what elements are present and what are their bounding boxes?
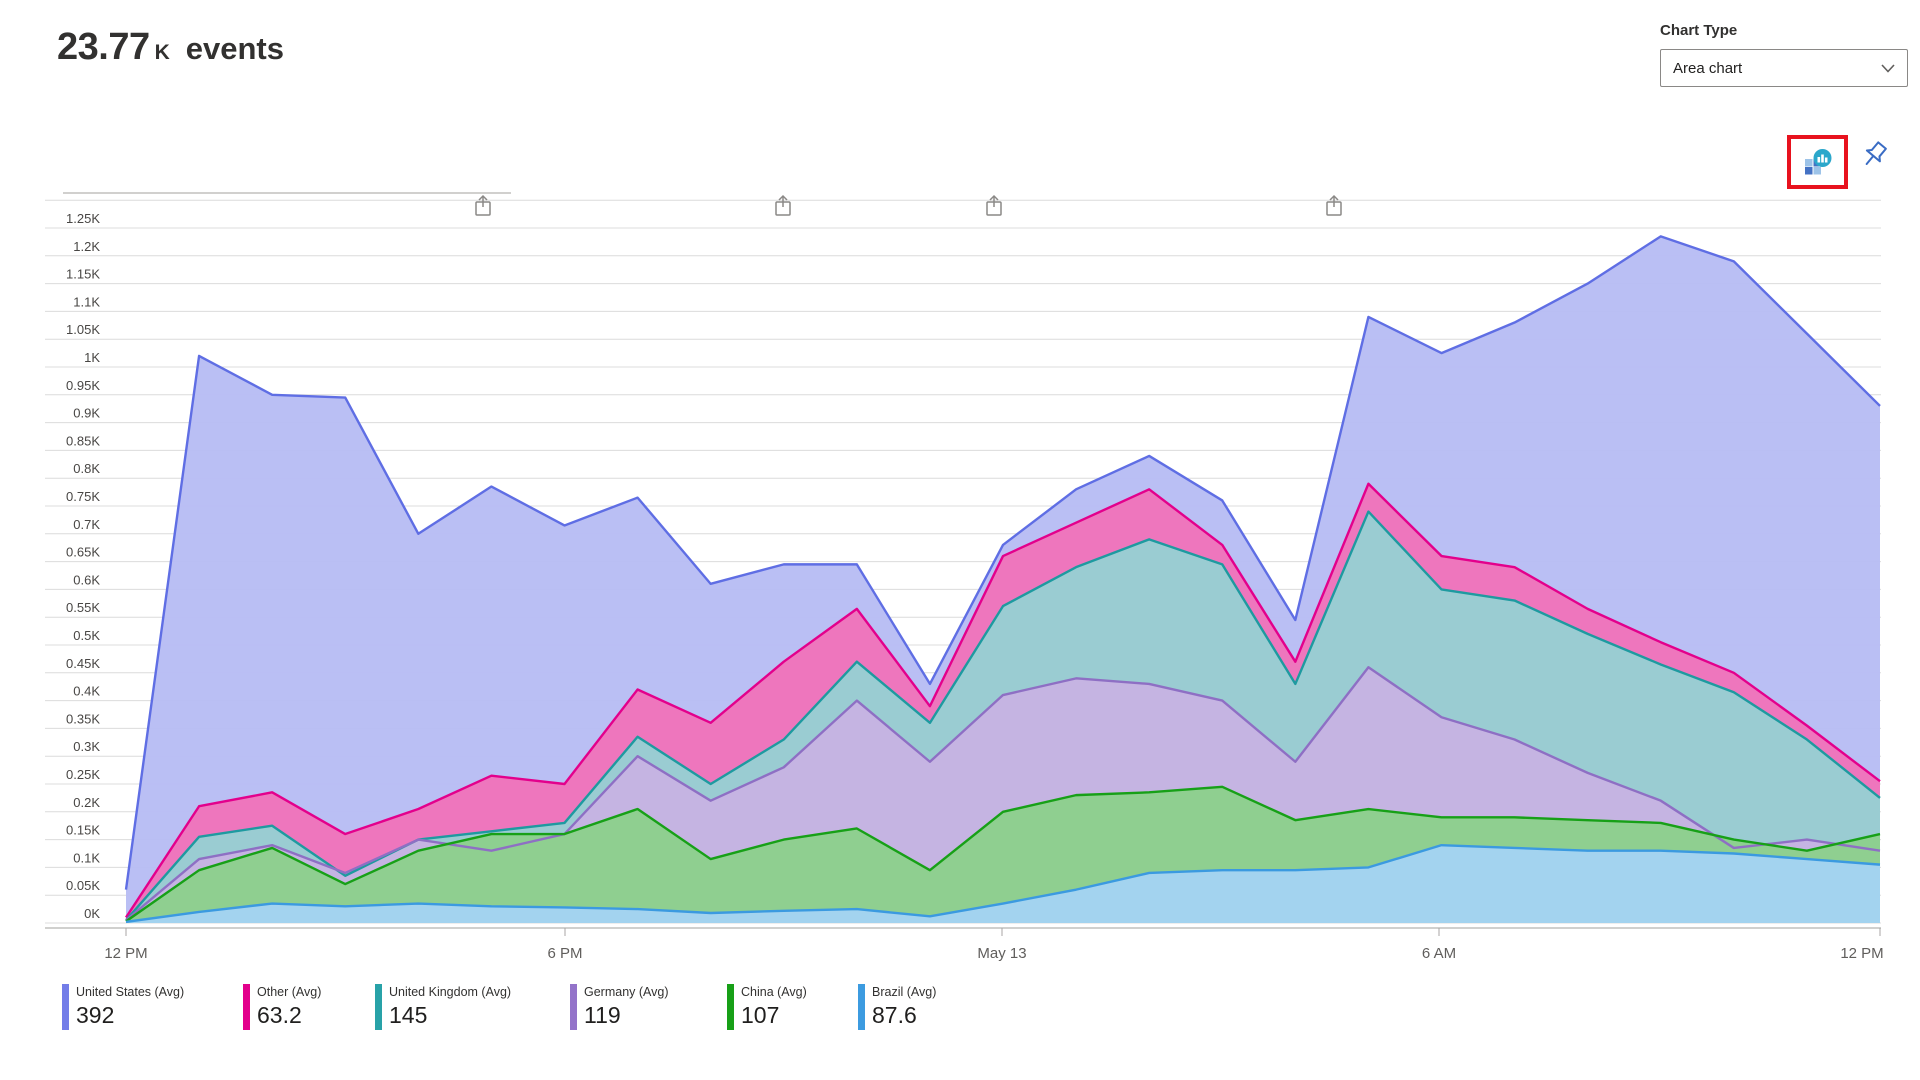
area-series-line — [125, 843, 1881, 924]
legend-value: 87.6 — [872, 1002, 917, 1028]
legend-value: 107 — [741, 1002, 780, 1028]
area-series-line — [124, 235, 1881, 890]
share-icon[interactable] — [775, 194, 791, 216]
y-axis-tick-label: 0.45K — [66, 656, 100, 671]
legend-value: 119 — [584, 1002, 621, 1028]
chart-type-dropdown[interactable]: Area chart — [1660, 49, 1908, 87]
pin-icon[interactable] — [1858, 139, 1892, 173]
legend-label: United States (Avg) — [76, 985, 185, 999]
chart-type-selected-value: Area chart — [1673, 59, 1743, 77]
y-axis-tick-label: 0.25K — [66, 767, 100, 782]
y-axis-tick-label: 0K — [84, 906, 100, 921]
y-axis-tick-label: 0.7K — [73, 517, 100, 532]
chevron-down-icon — [1881, 63, 1895, 73]
y-axis-tick-label: 0.3K — [73, 739, 100, 754]
legend-item-germany[interactable]: Germany (Avg) 119 — [570, 984, 669, 1030]
x-axis-tick-label: 6 AM — [1422, 945, 1456, 962]
x-axis-tick-label: 12 PM — [1840, 945, 1883, 962]
y-axis-tick-label: 0.05K — [66, 878, 100, 893]
area-chart[interactable]: 1.25K 1.2K 1.15K 1.1K 1.05K 1K 0.95K 0.9K 0.85K 0… — [0, 0, 1920, 980]
legend-value: 63.2 — [257, 1002, 302, 1028]
legend-swatch — [727, 984, 734, 1030]
x-axis-tick-label: May 13 — [977, 945, 1026, 962]
y-axis-tick-label: 0.55K — [66, 600, 100, 615]
chart-legend: United States (Avg) 392 Other (Avg) 63.2… — [0, 984, 1920, 1054]
y-axis-tick-label: 0.75K — [66, 489, 100, 504]
page-title: 23.77 K events — [57, 26, 284, 69]
chart-type-label: Chart Type — [1660, 22, 1738, 39]
legend-swatch — [243, 984, 250, 1030]
legend-item-china[interactable]: China (Avg) 107 — [727, 984, 807, 1030]
share-icon[interactable] — [986, 194, 1002, 216]
legend-value: 145 — [389, 1002, 428, 1028]
legend-label: China (Avg) — [741, 985, 807, 999]
y-axis-tick-label: 0.95K — [66, 378, 100, 393]
y-axis-tick-label: 0.4K — [73, 684, 100, 699]
legend-swatch — [62, 984, 69, 1030]
legend-item-other[interactable]: Other (Avg) 63.2 — [243, 984, 321, 1030]
area-series-line — [125, 785, 1881, 923]
highlight-box — [1787, 135, 1848, 189]
legend-swatch — [375, 984, 382, 1030]
legend-item-united-kingdom[interactable]: United Kingdom (Avg) 145 — [375, 984, 511, 1030]
y-axis-tick-label: 0.65K — [66, 545, 100, 560]
area-series-line — [124, 482, 1881, 919]
legend-label: Germany (Avg) — [584, 985, 669, 999]
x-axis-tick-label: 6 PM — [547, 945, 582, 962]
y-axis-tick-label: 0.5K — [73, 628, 100, 643]
workbook-insights-icon[interactable] — [1803, 148, 1833, 176]
events-count-unit: K — [154, 41, 170, 64]
y-axis-tick-label: 1.25K — [66, 211, 100, 226]
legend-label: Brazil (Avg) — [872, 985, 937, 999]
area-series-line — [125, 666, 1881, 922]
y-axis-tick-label: 1K — [84, 350, 100, 365]
legend-label: United Kingdom (Avg) — [389, 985, 512, 999]
y-axis-tick-label: 1.1K — [73, 294, 100, 309]
chart-type-control: Chart Type Area chart — [1660, 22, 1908, 87]
legend-swatch — [570, 984, 577, 1030]
events-count: 23.77 — [57, 26, 150, 68]
area-series-fill — [126, 845, 1880, 923]
y-axis-tick-label: 1.05K — [66, 322, 100, 337]
legend-item-united-states[interactable]: United States (Avg) 392 — [62, 984, 184, 1030]
share-icon[interactable] — [475, 194, 491, 216]
y-axis-tick-label: 0.2K — [73, 795, 100, 810]
x-axis-tick-label: 12 PM — [104, 945, 147, 962]
events-count-label: events — [185, 31, 284, 66]
y-axis-tick-label: 0.1K — [73, 850, 100, 865]
y-axis-tick-label: 0.15K — [66, 823, 100, 838]
legend-swatch — [858, 984, 865, 1030]
y-axis-tick-label: 1.15K — [66, 267, 100, 282]
legend-item-brazil[interactable]: Brazil (Avg) 87.6 — [858, 984, 936, 1030]
legend-value: 392 — [76, 1002, 115, 1028]
y-axis-tick-label: 0.85K — [66, 433, 100, 448]
share-icon[interactable] — [1326, 194, 1342, 216]
y-axis-tick-label: 0.9K — [73, 406, 100, 421]
y-axis-tick-label: 0.35K — [66, 711, 100, 726]
y-axis-tick-label: 0.6K — [73, 572, 100, 587]
y-axis-tick-label: 1.2K — [73, 239, 100, 254]
legend-label: Other (Avg) — [257, 985, 322, 999]
y-axis-tick-label: 0.8K — [73, 461, 100, 476]
